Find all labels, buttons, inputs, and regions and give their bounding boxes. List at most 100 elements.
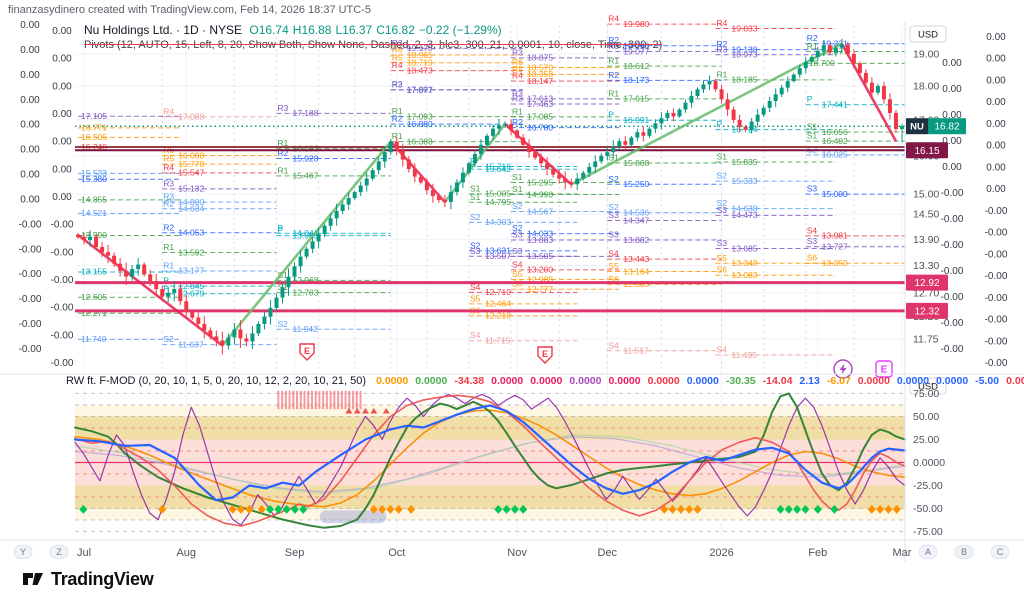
e-square-icon[interactable]: E xyxy=(875,360,893,378)
e-shield-icon[interactable]: E xyxy=(537,346,553,364)
svg-text:12.710: 12.710 xyxy=(485,287,511,297)
svg-text:R1: R1 xyxy=(608,88,619,98)
svg-text:A: A xyxy=(925,547,931,557)
svg-text:15.547: 15.547 xyxy=(178,168,204,178)
svg-text:R3: R3 xyxy=(512,93,523,103)
oscillator-status-line: RW ft. F-MOD (0, 20, 10, 1, 5, 0, 20, 10… xyxy=(66,375,1024,387)
svg-text:B: B xyxy=(961,547,967,557)
svg-text:R4: R4 xyxy=(608,14,619,24)
scale-button-a[interactable]: A xyxy=(918,545,938,559)
tradingview-logo[interactable]: TradingView xyxy=(22,568,154,590)
svg-text:R2: R2 xyxy=(277,148,288,158)
svg-text:16.15: 16.15 xyxy=(914,146,939,157)
svg-text:E: E xyxy=(542,349,548,359)
svg-text:S1: S1 xyxy=(807,131,818,141)
svg-text:13.592: 13.592 xyxy=(178,247,204,257)
svg-text:S6: S6 xyxy=(807,253,818,263)
scale-button-z[interactable]: Z xyxy=(49,545,69,559)
green-diamond-marker xyxy=(282,504,291,514)
svg-text:C: C xyxy=(997,547,1004,557)
svg-text:-0.00: -0.00 xyxy=(51,220,74,231)
svg-text:S2: S2 xyxy=(470,212,481,222)
svg-text:-0.00: -0.00 xyxy=(19,219,42,230)
svg-text:11.75: 11.75 xyxy=(913,333,939,345)
orange-diamond-marker xyxy=(693,504,702,514)
svg-text:S6: S6 xyxy=(608,274,619,284)
svg-text:19.077: 19.077 xyxy=(623,46,649,56)
scale-button-b[interactable]: B xyxy=(954,545,974,559)
svg-text:0.00: 0.00 xyxy=(20,120,40,131)
horizontal-price-lines[interactable] xyxy=(75,125,905,313)
svg-text:R2: R2 xyxy=(392,114,403,124)
svg-text:R1: R1 xyxy=(608,56,619,66)
ohlc-values: O16.74 H16.88 L16.37 C16.82 −0.22 (−1.29%) xyxy=(249,23,502,37)
symbol-title[interactable]: Nu Holdings Ltd. · 1D · NYSE xyxy=(84,23,243,37)
pivots-status-line[interactable]: Pivots (12, AUTO, 15, Left, 8, 20, Show … xyxy=(84,39,663,51)
time-axis[interactable]: Jul Aug Sep Oct Nov Dec 2026 Feb Mar Y Z A B C xyxy=(13,545,1010,560)
svg-text:Y: Y xyxy=(20,547,26,557)
svg-text:18.473: 18.473 xyxy=(407,65,433,75)
svg-text:16.780: 16.780 xyxy=(527,122,553,132)
svg-text:S4: S4 xyxy=(807,225,818,235)
svg-text:S4: S4 xyxy=(608,340,619,350)
price-badge-12.32: 12.32 xyxy=(906,302,948,319)
price-badge-16.15: 16.15 xyxy=(906,142,948,159)
scale-button-y[interactable]: Y xyxy=(13,545,33,559)
svg-text:15.333: 15.333 xyxy=(732,176,758,186)
e-shield-icon[interactable]: E xyxy=(299,343,315,361)
svg-text:R3: R3 xyxy=(512,88,523,98)
orange-diamond-marker xyxy=(867,504,876,514)
candlesticks[interactable] xyxy=(76,38,904,355)
svg-text:14.800: 14.800 xyxy=(178,197,204,207)
svg-text:0.00: 0.00 xyxy=(52,192,72,203)
svg-text:S3: S3 xyxy=(717,205,728,215)
orange-diamond-marker xyxy=(237,504,245,514)
svg-text:14.041: 14.041 xyxy=(292,228,318,238)
svg-text:18.185: 18.185 xyxy=(732,75,758,85)
svg-text:14.567: 14.567 xyxy=(527,206,553,216)
main-usd-chip[interactable]: USD xyxy=(909,25,947,43)
scale-button-c[interactable]: C xyxy=(990,545,1010,559)
svg-text:17.463: 17.463 xyxy=(527,99,553,109)
svg-text:19.331: 19.331 xyxy=(822,38,848,48)
osc-usd-chip[interactable]: USD xyxy=(909,377,947,395)
green-diamond-marker xyxy=(793,504,802,514)
svg-text:14.473: 14.473 xyxy=(732,210,758,220)
svg-text:0.00: 0.00 xyxy=(986,32,1006,43)
svg-text:17.615: 17.615 xyxy=(623,94,649,104)
svg-text:11.715: 11.715 xyxy=(485,335,511,345)
svg-text:S2: S2 xyxy=(717,198,728,208)
svg-text:16.008: 16.008 xyxy=(178,150,204,160)
svg-text:18.875: 18.875 xyxy=(527,53,553,63)
svg-text:0.00: 0.00 xyxy=(52,81,72,92)
svg-text:0.00: 0.00 xyxy=(986,184,1006,195)
svg-text:18.173: 18.173 xyxy=(623,75,649,85)
oscillator-status-values: 0.0000 0.0000 -34.38 0.0000 0.0000 0.0000 0.00… xyxy=(376,375,1024,387)
svg-text:-0.00: -0.00 xyxy=(51,275,74,286)
price-axis[interactable]: 19.0018.0017.0016.0015.0014.5013.9013.30… xyxy=(0,22,1024,562)
svg-text:14.638: 14.638 xyxy=(732,203,758,213)
svg-text:S4: S4 xyxy=(470,282,481,292)
svg-text:17.891: 17.891 xyxy=(407,84,433,94)
svg-text:14.347: 14.347 xyxy=(623,215,649,225)
svg-text:19.833: 19.833 xyxy=(732,23,758,33)
oscillator-pane[interactable] xyxy=(73,390,907,532)
svg-text:-0.00: -0.00 xyxy=(51,303,74,314)
svg-text:R2: R2 xyxy=(163,222,174,232)
svg-text:13.443: 13.443 xyxy=(623,254,649,264)
svg-text:17.877: 17.877 xyxy=(407,85,433,95)
svg-text:0.00: 0.00 xyxy=(20,95,40,106)
svg-text:13.164: 13.164 xyxy=(623,266,649,276)
svg-text:-0.00: -0.00 xyxy=(19,319,42,330)
orange-diamond-marker xyxy=(257,504,266,514)
chart-markers[interactable]: E E E xyxy=(299,343,893,379)
svg-text:0.00: 0.00 xyxy=(942,136,962,147)
svg-text:25.00: 25.00 xyxy=(913,434,939,446)
svg-text:12.464: 12.464 xyxy=(485,299,511,309)
svg-text:Oct: Oct xyxy=(388,547,405,559)
svg-text:14.50: 14.50 xyxy=(913,209,939,221)
svg-text:-0.00: -0.00 xyxy=(941,214,964,225)
svg-text:18.700: 18.700 xyxy=(809,58,835,68)
oscillator-name[interactable]: RW ft. F-MOD (0, 20, 10, 1, 5, 0, 20, 10… xyxy=(66,375,367,387)
